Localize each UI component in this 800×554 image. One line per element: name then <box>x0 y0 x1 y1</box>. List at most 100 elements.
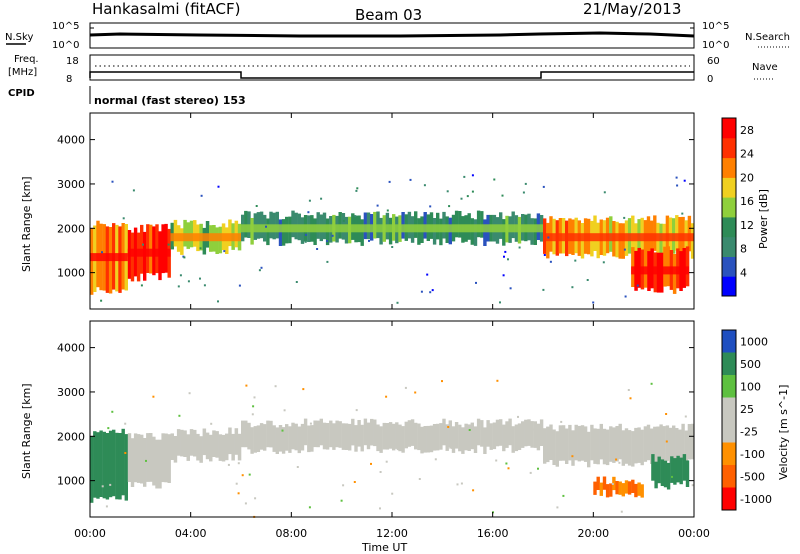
time-x-axis: 00:00 04:00 08:00 12:00 16:00 20:00 00:00 <box>74 113 710 540</box>
velocity-data-cell <box>565 428 569 464</box>
power-scatter-cell <box>636 284 639 287</box>
velocity-data-cell <box>167 434 171 483</box>
velocity-data-cell <box>407 420 412 447</box>
velocity-data-cell <box>432 424 437 451</box>
velocity-scatter-cell <box>130 469 133 472</box>
velocity-scatter-cell <box>379 471 382 473</box>
velocity-colorbar-segment <box>722 442 736 466</box>
velocity-scatter-cell <box>456 483 459 486</box>
velocity-scatter-cell <box>184 446 187 449</box>
power-scatter-cell <box>142 243 144 246</box>
power-scatter-cell <box>683 179 686 182</box>
velocity-scatter-cell <box>691 484 694 487</box>
power-scatter-cell <box>681 212 684 215</box>
velocity-data-cell <box>218 434 223 461</box>
velocity-data-cell <box>436 423 440 451</box>
velocity-data-layer <box>90 379 695 518</box>
velocity-y-tick-label: 1000 <box>57 475 85 488</box>
velocity-data-cell <box>133 433 138 483</box>
velocity-data-cell <box>602 428 607 465</box>
velocity-scatter-cell <box>505 462 508 465</box>
velocity-data-cell <box>583 426 588 462</box>
power-colorbar-label: Power [dB] <box>757 189 770 249</box>
velocity-scatter-cell <box>560 420 563 423</box>
velocity-data-cell <box>310 425 314 452</box>
power-scatter-cell <box>431 289 434 292</box>
velocity-scatter-cell <box>214 431 217 434</box>
velocity-scatter-cell <box>665 440 668 443</box>
velocity-data-cell <box>303 418 308 446</box>
velocity-scatter-cell <box>124 422 127 425</box>
power-scatter-cell <box>502 274 505 277</box>
velocity-data-cell <box>621 483 625 497</box>
velocity-scatter-cell <box>451 446 453 449</box>
power-colorbar-segment <box>722 118 736 139</box>
velocity-data-cell <box>605 429 610 466</box>
velocity-data-cell <box>684 430 688 466</box>
velocity-scatter-cell <box>245 384 248 387</box>
velocity-data-cell <box>495 419 500 447</box>
velocity-scatter-cell <box>396 448 399 451</box>
velocity-data-cell <box>561 425 566 461</box>
velocity-scatter-cell <box>251 413 254 416</box>
velocity-data-cell <box>590 424 594 461</box>
velocity-data-cell <box>392 423 396 451</box>
power-band-core <box>90 253 128 262</box>
velocity-data-cell <box>659 424 663 460</box>
velocity-data-cell <box>193 429 197 457</box>
velocity-data-cell <box>202 428 207 456</box>
velocity-scatter-cell <box>385 460 388 463</box>
velocity-data-cell <box>682 454 687 481</box>
power-y-tick-label: 4000 <box>57 134 85 147</box>
power-data-cell <box>454 210 459 238</box>
velocity-data-cell <box>275 427 279 454</box>
velocity-data-cell <box>665 425 670 461</box>
velocity-scatter-cell <box>571 455 574 458</box>
velocity-scatter-cell <box>391 492 394 495</box>
velocity-data-cell <box>599 423 603 460</box>
velocity-scatter-cell <box>449 446 452 449</box>
velocity-data-cell <box>464 423 468 451</box>
velocity-data-cell <box>486 420 490 447</box>
velocity-data-cell <box>605 484 610 498</box>
velocity-data-cell <box>549 424 553 460</box>
velocity-data-cell <box>448 420 452 447</box>
power-panel: 1000 2000 3000 4000 Slant Range [km] 4 8 12 16… <box>20 112 770 310</box>
nsearch-label: N.Search <box>745 32 790 43</box>
power-scatter-cell <box>316 248 319 250</box>
velocity-data-cell <box>439 423 443 450</box>
velocity-scatter-cell <box>105 505 108 508</box>
velocity-scatter-cell <box>434 458 437 461</box>
velocity-data-cell <box>596 476 600 490</box>
power-scatter-cell <box>354 215 357 218</box>
velocity-data-cell <box>164 433 168 483</box>
power-colorbar-tick: 16 <box>740 195 754 208</box>
velocity-data-cell <box>621 430 625 466</box>
velocity-data-cell <box>354 425 358 452</box>
velocity-data-cell <box>517 423 522 450</box>
velocity-data-cell <box>404 421 408 449</box>
velocity-scatter-cell <box>650 382 653 385</box>
velocity-data-cell <box>533 421 537 448</box>
noise-tick-high-left: 10^5 <box>52 21 79 32</box>
velocity-data-cell <box>335 420 339 448</box>
power-scatter-cell <box>100 299 103 302</box>
velocity-scatter-cell <box>355 409 358 412</box>
power-scatter-cell <box>320 197 323 200</box>
velocity-scatter-cell <box>178 414 181 417</box>
velocity-data-cell <box>300 423 305 451</box>
velocity-data-cell <box>505 421 509 448</box>
velocity-data-cell <box>196 433 200 461</box>
velocity-data-cell <box>650 428 654 464</box>
power-y-tick-label: 2000 <box>57 222 85 235</box>
power-scatter-cell <box>504 250 507 253</box>
power-scatter-cell <box>586 279 589 281</box>
velocity-data-cell <box>558 425 563 461</box>
power-scatter-cell <box>179 274 182 277</box>
velocity-scatter-cell <box>188 392 191 395</box>
velocity-data-cell <box>640 484 644 498</box>
velocity-data-cell <box>587 431 591 468</box>
velocity-scatter-cell <box>171 439 174 442</box>
velocity-data-cell <box>593 428 597 464</box>
power-data-cell <box>666 246 670 287</box>
